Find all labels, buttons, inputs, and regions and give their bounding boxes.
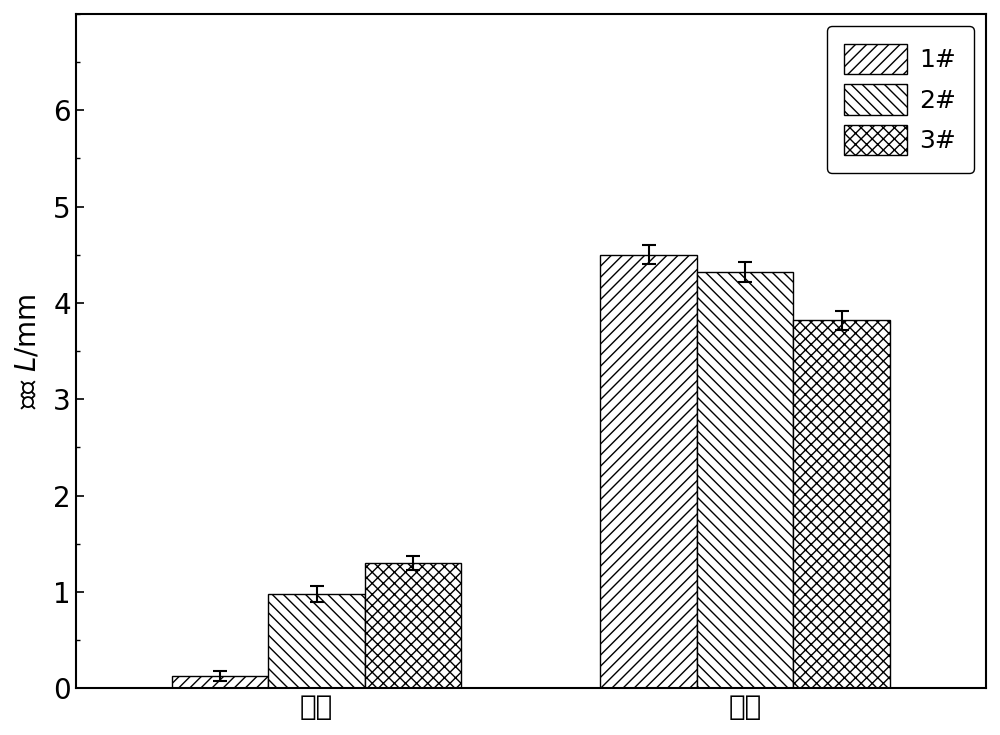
Bar [268, 594, 365, 688]
Bar [172, 675, 268, 688]
Bar [697, 272, 793, 688]
Y-axis label: 尺寸 $L$/mm: 尺寸 $L$/mm [14, 293, 42, 409]
Bar [365, 563, 461, 688]
Bar [793, 320, 890, 688]
Bar [600, 255, 697, 688]
Legend: 1#, 2#, 3#: 1#, 2#, 3# [827, 26, 974, 173]
